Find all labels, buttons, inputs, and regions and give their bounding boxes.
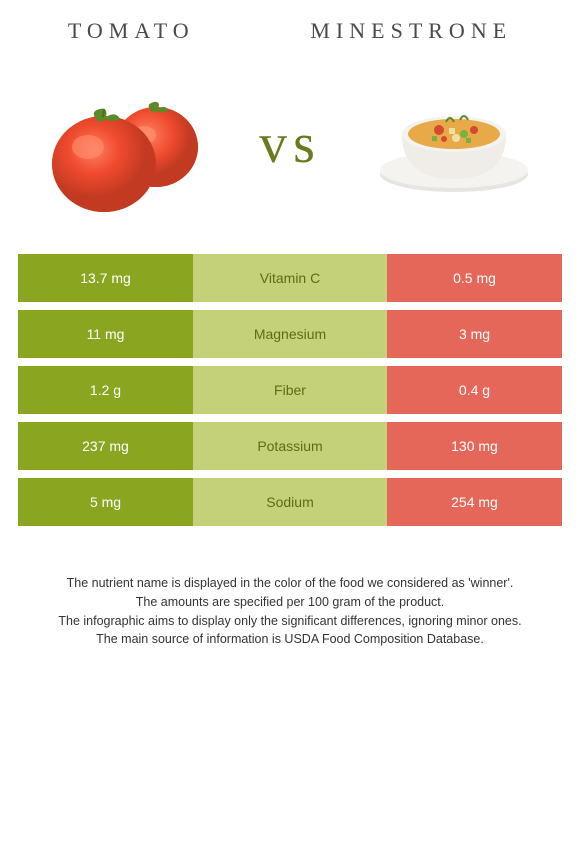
footer-line: The main source of information is USDA F… [28, 630, 552, 649]
footer-line: The nutrient name is displayed in the co… [28, 574, 552, 593]
left-value: 5 mg [18, 478, 193, 526]
right-value: 3 mg [387, 310, 562, 358]
left-value: 237 mg [18, 422, 193, 470]
left-value: 11 mg [18, 310, 193, 358]
table-row: 13.7 mg Vitamin C 0.5 mg [18, 254, 562, 302]
table-row: 5 mg Sodium 254 mg [18, 478, 562, 526]
tomato-image [46, 64, 206, 224]
nutrient-name: Sodium [193, 478, 387, 526]
table-row: 237 mg Potassium 130 mg [18, 422, 562, 470]
left-food-title: Tomato [68, 18, 195, 44]
right-value: 0.4 g [387, 366, 562, 414]
nutrient-name: Vitamin C [193, 254, 387, 302]
footer-notes: The nutrient name is displayed in the co… [0, 534, 580, 649]
right-value: 0.5 mg [387, 254, 562, 302]
nutrient-table: 13.7 mg Vitamin C 0.5 mg 11 mg Magnesium… [0, 254, 580, 526]
images-row: vs [0, 54, 580, 254]
left-value: 1.2 g [18, 366, 193, 414]
footer-line: The infographic aims to display only the… [28, 612, 552, 631]
footer-line: The amounts are specified per 100 gram o… [28, 593, 552, 612]
right-value: 130 mg [387, 422, 562, 470]
right-value: 254 mg [387, 478, 562, 526]
table-row: 1.2 g Fiber 0.4 g [18, 366, 562, 414]
header: Tomato Minestrone [0, 0, 580, 54]
minestrone-image [374, 64, 534, 224]
nutrient-name: Fiber [193, 366, 387, 414]
right-food-title: Minestrone [310, 18, 512, 44]
nutrient-name: Potassium [193, 422, 387, 470]
table-row: 11 mg Magnesium 3 mg [18, 310, 562, 358]
vs-label: vs [259, 112, 321, 176]
left-value: 13.7 mg [18, 254, 193, 302]
nutrient-name: Magnesium [193, 310, 387, 358]
